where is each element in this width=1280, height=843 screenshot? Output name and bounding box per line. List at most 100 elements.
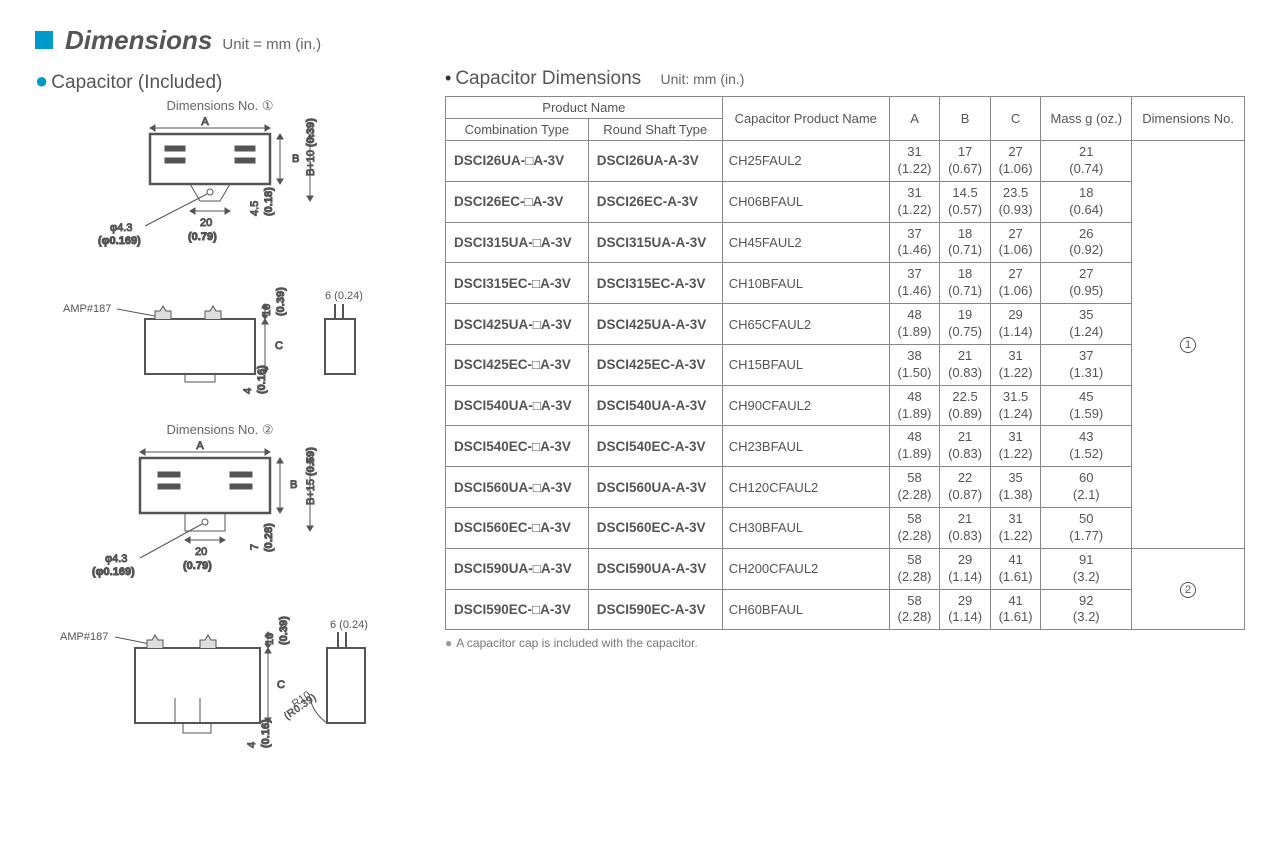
- cap-cell: CH200CFAUL2: [722, 548, 889, 589]
- table-heading-text: Capacitor Dimensions: [455, 68, 641, 89]
- dim-cell: 21(0.83): [940, 344, 991, 385]
- dimno-cell: 2: [1132, 548, 1245, 630]
- svg-text:(φ0.169): (φ0.169): [92, 566, 135, 578]
- table-row: DSCI590EC-□A-3VDSCI590EC-A-3VCH60BFAUL58…: [446, 589, 1245, 630]
- svg-text:B+10 (0.39): B+10 (0.39): [305, 118, 317, 176]
- round-cell: DSCI315UA-A-3V: [588, 222, 722, 263]
- cap-cell: CH10BFAUL: [722, 263, 889, 304]
- table-column: •Capacitor Dimensions Unit: mm (in.) Pro…: [445, 68, 1245, 781]
- dim-cell: 29(1.14): [940, 589, 991, 630]
- cap-cell: CH15BFAUL: [722, 344, 889, 385]
- table-row: DSCI540UA-□A-3VDSCI540UA-A-3VCH90CFAUL24…: [446, 385, 1245, 426]
- capacitor-heading-text: Capacitor (Included): [51, 72, 222, 93]
- cap-cell: CH30BFAUL: [722, 508, 889, 549]
- svg-text:(0.18): (0.18): [263, 187, 275, 216]
- svg-text:(0.28): (0.28): [263, 523, 275, 552]
- cap-cell: CH45FAUL2: [722, 222, 889, 263]
- cap-cell: CH23BFAUL: [722, 426, 889, 467]
- dim-cell: 31(1.22): [889, 141, 940, 182]
- page-title: Dimensions: [65, 25, 212, 56]
- dim-cell: 31(1.22): [990, 426, 1041, 467]
- dim-cell: 21(0.74): [1041, 141, 1132, 182]
- svg-text:(0.39): (0.39): [275, 287, 287, 316]
- dim-cell: 27(1.06): [990, 263, 1041, 304]
- col-a: A: [889, 97, 940, 141]
- svg-text:φ4.3: φ4.3: [110, 222, 132, 234]
- svg-text:7: 7: [249, 544, 261, 550]
- dim-cell: 48(1.89): [889, 426, 940, 467]
- round-cell: DSCI315EC-A-3V: [588, 263, 722, 304]
- dim-cell: 35(1.24): [1041, 304, 1132, 345]
- table-unit: Unit: mm (in.): [660, 71, 744, 87]
- dimno-cell: 1: [1132, 141, 1245, 549]
- diagrams-column: ●Capacitor (Included) Dimensions No. ① A: [35, 68, 405, 781]
- table-row: DSCI26EC-□A-3VDSCI26EC-A-3VCH06BFAUL31(1…: [446, 181, 1245, 222]
- dim-cell: 92(3.2): [1041, 589, 1132, 630]
- svg-text:20: 20: [200, 217, 212, 229]
- unit-label: Unit = mm (in.): [222, 36, 321, 53]
- dim-cell: 27(1.06): [990, 141, 1041, 182]
- dim-cell: 35(1.38): [990, 467, 1041, 508]
- round-cell: DSCI26EC-A-3V: [588, 181, 722, 222]
- dim-cell: 31(1.22): [889, 181, 940, 222]
- capacitor-heading: ●Capacitor (Included): [35, 68, 405, 94]
- dim-cell: 22(0.87): [940, 467, 991, 508]
- dim-cell: 41(1.61): [990, 548, 1041, 589]
- dim-cell: 29(1.14): [990, 304, 1041, 345]
- dim-cell: 18(0.71): [940, 222, 991, 263]
- round-cell: DSCI560UA-A-3V: [588, 467, 722, 508]
- dim2-label: Dimensions No. ②: [35, 422, 405, 438]
- dim-cell: 18(0.64): [1041, 181, 1132, 222]
- combo-cell: DSCI590UA-□A-3V: [446, 548, 589, 589]
- col-round: Round Shaft Type: [588, 119, 722, 141]
- svg-text:(0.16): (0.16): [256, 365, 268, 394]
- svg-text:A: A: [196, 440, 204, 452]
- svg-text:(φ0.169): (φ0.169): [98, 235, 141, 247]
- combo-cell: DSCI540UA-□A-3V: [446, 385, 589, 426]
- dim-cell: 14.5(0.57): [940, 181, 991, 222]
- svg-text:C: C: [275, 340, 283, 352]
- dim-cell: 43(1.52): [1041, 426, 1132, 467]
- combo-cell: DSCI315UA-□A-3V: [446, 222, 589, 263]
- svg-text:20: 20: [195, 546, 207, 558]
- col-mass: Mass g (oz.): [1041, 97, 1132, 141]
- cap-cell: CH90CFAUL2: [722, 385, 889, 426]
- svg-text:B: B: [290, 479, 297, 491]
- svg-text:(0.39): (0.39): [278, 616, 290, 645]
- dim-cell: 19(0.75): [940, 304, 991, 345]
- cap-cell: CH25FAUL2: [722, 141, 889, 182]
- dim-cell: 29(1.14): [940, 548, 991, 589]
- round-cell: DSCI26UA-A-3V: [588, 141, 722, 182]
- diagram-2-side: AMP#187 10 (0.39) C 4 (0.16): [55, 608, 385, 763]
- dim-cell: 58(2.28): [889, 508, 940, 549]
- dim-cell: 48(1.89): [889, 385, 940, 426]
- combo-cell: DSCI425UA-□A-3V: [446, 304, 589, 345]
- diagram-1-side: AMP#187 10 (0.39) C 4 (0.16): [55, 274, 385, 404]
- svg-text:AMP#187: AMP#187: [63, 303, 111, 315]
- dim-cell: 38(1.50): [889, 344, 940, 385]
- dim-cell: 27(0.95): [1041, 263, 1132, 304]
- dim-cell: 37(1.46): [889, 222, 940, 263]
- diagram-1-top: A B B+10 (0.39) 4.5 (0.18): [70, 116, 370, 256]
- combo-cell: DSCI560EC-□A-3V: [446, 508, 589, 549]
- dim-cell: 31(1.22): [990, 508, 1041, 549]
- diagram-2-top: A B B+15 (0.59) 7 (0.28) φ4.3 (φ0.169): [70, 440, 370, 590]
- combo-cell: DSCI26EC-□A-3V: [446, 181, 589, 222]
- round-cell: DSCI425EC-A-3V: [588, 344, 722, 385]
- table-row: DSCI425UA-□A-3VDSCI425UA-A-3VCH65CFAUL24…: [446, 304, 1245, 345]
- col-b: B: [940, 97, 991, 141]
- dim-cell: 21(0.83): [940, 508, 991, 549]
- svg-text:6 (0.24): 6 (0.24): [330, 619, 368, 631]
- col-c: C: [990, 97, 1041, 141]
- table-heading: •Capacitor Dimensions Unit: mm (in.): [445, 68, 1245, 90]
- svg-text:AMP#187: AMP#187: [60, 631, 108, 643]
- dim-cell: 18(0.71): [940, 263, 991, 304]
- page-title-row: Dimensions Unit = mm (in.): [35, 25, 1245, 56]
- round-cell: DSCI590UA-A-3V: [588, 548, 722, 589]
- combo-cell: DSCI560UA-□A-3V: [446, 467, 589, 508]
- title-square-icon: [35, 31, 53, 49]
- dim-cell: 41(1.61): [990, 589, 1041, 630]
- combo-cell: DSCI540EC-□A-3V: [446, 426, 589, 467]
- table-row: DSCI425EC-□A-3VDSCI425EC-A-3VCH15BFAUL38…: [446, 344, 1245, 385]
- combo-cell: DSCI590EC-□A-3V: [446, 589, 589, 630]
